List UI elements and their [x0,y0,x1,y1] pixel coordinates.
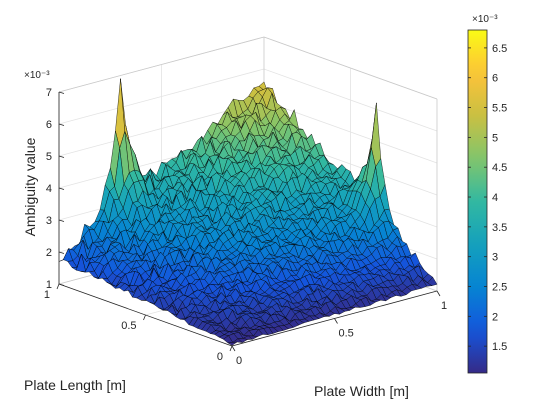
z-axis-ticks: 1 2 3 4 5 6 7 [46,87,65,291]
z-tick-label: 5 [46,151,52,163]
surface-mesh [58,78,438,346]
z-tick-label: 7 [46,87,52,99]
x-tick-label: 0 [217,351,223,363]
x-axis-title: Plate Length [m] [24,377,126,393]
x-tick-mark [143,314,146,321]
z-tick-label: 3 [46,215,52,227]
colorbar-tick-label: 5 [492,132,498,144]
y-tick-mark [231,345,236,352]
y-tick-mark [334,318,338,324]
y-axis-ticks: 00.51 [231,290,447,367]
colorbar-ticks: 1.5 2 2.5 3 3.5 4 4.5 5 5.5 6 6.5 [468,43,507,353]
y-tick-label: 0 [236,355,242,367]
colorbar-tick-label: 2 [492,311,498,323]
y-tick-label: 0.5 [339,328,354,340]
colorbar: 1.5 2 2.5 3 3.5 4 4.5 5 5.5 6 6.5 ×10⁻³ [467,14,507,374]
colorbar-tick-label: 6 [492,73,498,85]
axes-box-edge [58,36,265,93]
colorbar-tick-label: 6.5 [492,43,507,55]
x-axis-ticks: 00.51 [44,283,233,363]
z-exponent-label: ×10⁻³ [24,70,50,81]
y-tick-label: 1 [441,300,447,312]
surface-facet [226,341,238,346]
x-tick-label: 0.5 [121,320,136,332]
z-tick-label: 4 [46,183,52,195]
colorbar-exponent-label: ×10⁻³ [472,14,498,25]
colorbar-tick-label: 4 [492,192,498,204]
z-tick-mark [58,219,65,222]
z-tick-label: 1 [46,279,52,291]
x-tick-mark [56,283,60,290]
z-tick-label: 2 [46,247,52,259]
y-axis-title: Plate Width [m] [314,383,409,399]
colorbar-tick-label: 4.5 [492,162,507,174]
z-axis-title: Ambiguity value [22,137,38,236]
x-tick-label: 1 [44,289,50,301]
z-tick-label: 6 [46,119,52,131]
z-tick-mark [58,251,65,254]
colorbar-tick-label: 3 [492,252,498,264]
colorbar-tick-label: 2.5 [492,282,507,294]
axes-box-edge [263,36,438,100]
colorbar-gradient [467,29,488,374]
colorbar-tick-label: 3.5 [492,222,507,234]
x-tick-mark [229,345,233,352]
z-tick-mark [58,187,65,190]
z-tick-mark [58,283,65,286]
y-tick-mark [436,290,441,297]
z-tick-mark [58,155,65,158]
colorbar-tick-label: 1.5 [492,341,507,353]
colorbar-tick-label: 5.5 [492,103,507,115]
z-tick-mark [58,123,65,126]
z-tick-mark [58,91,65,94]
